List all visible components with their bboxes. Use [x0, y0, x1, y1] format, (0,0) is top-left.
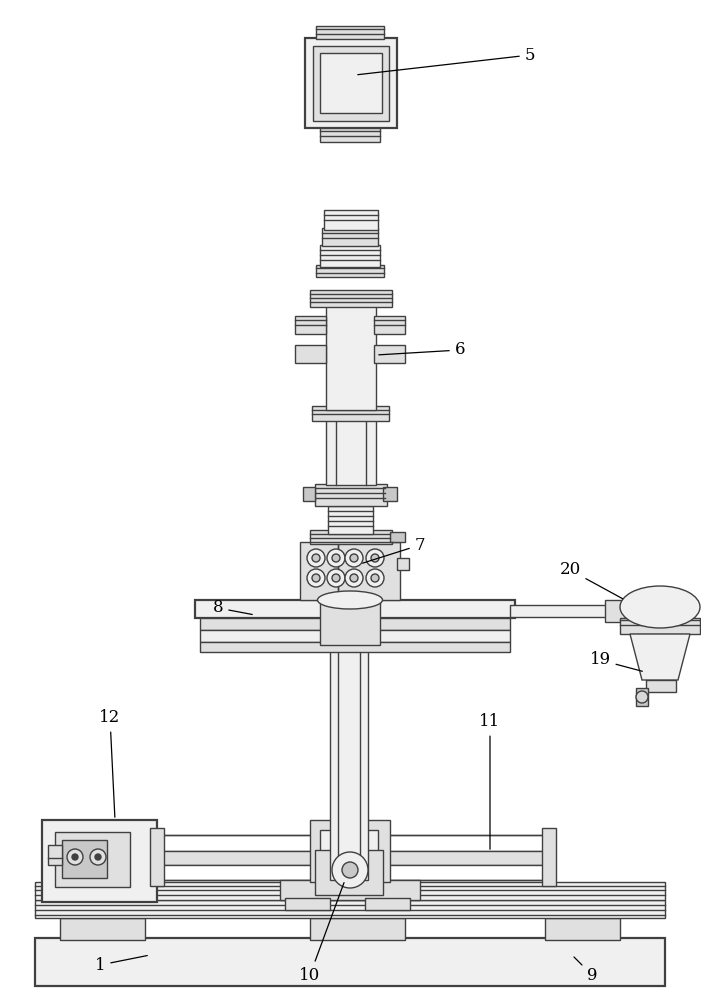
Bar	[55, 832, 130, 887]
Bar	[310, 530, 392, 544]
Circle shape	[312, 554, 320, 562]
Bar	[310, 918, 405, 940]
Circle shape	[371, 574, 379, 582]
Bar	[200, 618, 510, 630]
Circle shape	[95, 854, 101, 860]
Circle shape	[90, 849, 106, 865]
Ellipse shape	[318, 591, 383, 609]
Bar	[200, 630, 510, 642]
Bar	[320, 245, 380, 267]
Circle shape	[307, 549, 325, 567]
Circle shape	[366, 549, 384, 567]
Text: 11: 11	[479, 714, 501, 849]
Bar	[328, 506, 373, 534]
Bar	[195, 600, 515, 618]
Text: 8: 8	[212, 599, 252, 616]
Bar	[320, 128, 380, 142]
Bar	[330, 640, 368, 880]
Circle shape	[72, 854, 78, 860]
Bar	[322, 228, 378, 246]
Bar	[35, 900, 665, 918]
Circle shape	[345, 569, 363, 587]
Bar	[383, 487, 397, 501]
Circle shape	[312, 574, 320, 582]
Bar	[310, 290, 392, 307]
Bar	[48, 845, 62, 865]
Bar	[285, 898, 330, 910]
Bar	[150, 828, 164, 886]
Bar	[374, 316, 405, 334]
Circle shape	[342, 862, 358, 878]
Bar	[320, 590, 380, 645]
Bar	[303, 487, 315, 501]
Circle shape	[332, 574, 340, 582]
Bar	[295, 345, 326, 363]
Text: 5: 5	[358, 46, 536, 75]
Bar	[646, 680, 676, 692]
Bar	[200, 642, 510, 652]
Bar	[320, 830, 378, 882]
Polygon shape	[630, 634, 690, 680]
Bar	[605, 600, 625, 622]
Circle shape	[327, 569, 345, 587]
Circle shape	[366, 569, 384, 587]
Bar	[545, 918, 620, 940]
Bar	[42, 820, 157, 902]
Bar	[158, 835, 543, 851]
Circle shape	[350, 554, 358, 562]
Bar	[35, 938, 665, 986]
Text: 9: 9	[574, 957, 597, 984]
Bar	[62, 840, 107, 878]
Bar	[300, 542, 362, 600]
Text: 10: 10	[299, 883, 344, 984]
Text: 19: 19	[590, 652, 642, 671]
Circle shape	[332, 852, 368, 888]
Bar	[316, 26, 384, 39]
Bar	[390, 532, 405, 542]
Bar	[510, 605, 610, 617]
Text: 6: 6	[379, 342, 465, 359]
Bar	[60, 918, 145, 940]
Bar	[295, 316, 326, 334]
Circle shape	[350, 574, 358, 582]
Circle shape	[636, 691, 648, 703]
Bar	[312, 406, 389, 421]
Text: 7: 7	[362, 536, 426, 563]
Ellipse shape	[620, 586, 700, 628]
Bar	[35, 882, 665, 900]
Bar	[338, 542, 400, 600]
Bar	[320, 53, 382, 113]
Bar	[620, 618, 700, 634]
Text: 12: 12	[100, 710, 121, 817]
Text: 1: 1	[95, 956, 147, 974]
Bar	[315, 484, 387, 506]
Bar	[316, 265, 384, 277]
Bar	[365, 898, 410, 910]
Bar	[542, 828, 556, 886]
Circle shape	[332, 554, 340, 562]
Bar	[158, 865, 543, 880]
Bar	[305, 38, 397, 128]
Bar	[280, 880, 420, 900]
Circle shape	[327, 549, 345, 567]
Bar	[636, 688, 648, 706]
Bar	[313, 46, 389, 121]
Circle shape	[345, 549, 363, 567]
Bar	[324, 210, 378, 230]
Circle shape	[307, 569, 325, 587]
Bar	[374, 345, 405, 363]
Bar	[326, 305, 376, 410]
Circle shape	[67, 849, 83, 865]
Circle shape	[371, 554, 379, 562]
Bar	[315, 850, 383, 895]
Bar	[326, 418, 376, 485]
Text: 20: 20	[559, 562, 622, 599]
Bar	[158, 851, 543, 865]
Bar	[397, 558, 409, 570]
Bar	[310, 820, 390, 882]
